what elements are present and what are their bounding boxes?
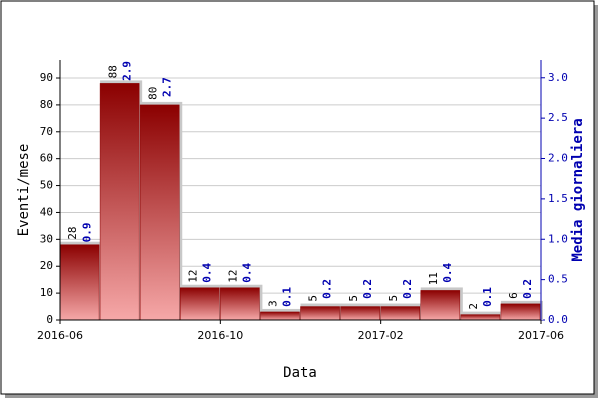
x-tick-label: 2016-06 (37, 329, 83, 342)
bar (300, 306, 340, 321)
daily-average-label: 0.4 (201, 262, 214, 282)
value-label: 12 (227, 269, 240, 282)
x-tick-label: 2017-06 (518, 329, 564, 342)
daily-average-label: 0.2 (401, 279, 414, 299)
y-tick-label: 50 (40, 179, 53, 192)
bar (500, 303, 541, 321)
daily-average-label: 0.2 (521, 279, 534, 299)
y2-tick-label: 0.0 (548, 313, 568, 326)
value-label: 80 (146, 87, 159, 100)
daily-average-label: 0.1 (281, 287, 294, 307)
daily-average-label: 0.2 (321, 279, 334, 299)
bar (139, 104, 180, 321)
value-label: 5 (307, 295, 320, 302)
y-tick-label: 20 (40, 259, 53, 272)
y-axis-title: Eventi/mese (16, 144, 32, 237)
value-label: 2 (467, 303, 480, 310)
daily-average-label: 0.2 (361, 279, 374, 299)
y-tick-label: 10 (40, 286, 53, 299)
bar (59, 244, 100, 321)
bar (380, 306, 420, 321)
bar (260, 311, 300, 321)
y-tick-label: 70 (40, 125, 53, 138)
value-label: 12 (186, 269, 199, 282)
daily-average-label: 0.4 (241, 262, 254, 282)
daily-average-label: 0.4 (441, 262, 454, 282)
y-tick-label: 60 (40, 152, 53, 165)
bar (420, 290, 461, 321)
y-tick-label: 40 (40, 205, 53, 218)
y2-tick-label: 0.5 (548, 273, 568, 286)
daily-average-label: 2.7 (160, 77, 173, 97)
y2-tick-label: 1.0 (548, 232, 568, 245)
bar (340, 306, 380, 321)
value-label: 28 (66, 226, 79, 239)
daily-average-label: 2.9 (120, 61, 133, 81)
frame (0, 0, 595, 395)
y-tick-label: 80 (40, 98, 53, 111)
y2-axis-title: Media giornaliera (570, 118, 586, 261)
value-label: 88 (106, 65, 119, 78)
bar (460, 314, 501, 321)
x-axis-title: Data (283, 365, 317, 381)
value-label: 6 (507, 292, 520, 299)
x-tick-label: 2016-10 (197, 329, 243, 342)
y-tick-label: 30 (40, 232, 53, 245)
daily-average-label: 0.9 (80, 222, 93, 242)
y2-tick-label: 2.0 (548, 152, 568, 165)
daily-average-label: 0.1 (481, 287, 494, 307)
value-label: 5 (387, 295, 400, 302)
value-label: 11 (427, 272, 440, 285)
value-label: 3 (267, 300, 280, 307)
y2-tick-label: 3.0 (548, 71, 568, 84)
y2-tick-label: 1.5 (548, 192, 568, 205)
value-label: 5 (347, 295, 360, 302)
bar (180, 287, 220, 321)
bar (220, 287, 260, 321)
x-tick-label: 2017-02 (358, 329, 404, 342)
y-tick-label: 90 (40, 71, 53, 84)
y-tick-label: 0 (46, 313, 53, 326)
bar (99, 83, 140, 321)
y2-tick-label: 2.5 (548, 111, 568, 124)
